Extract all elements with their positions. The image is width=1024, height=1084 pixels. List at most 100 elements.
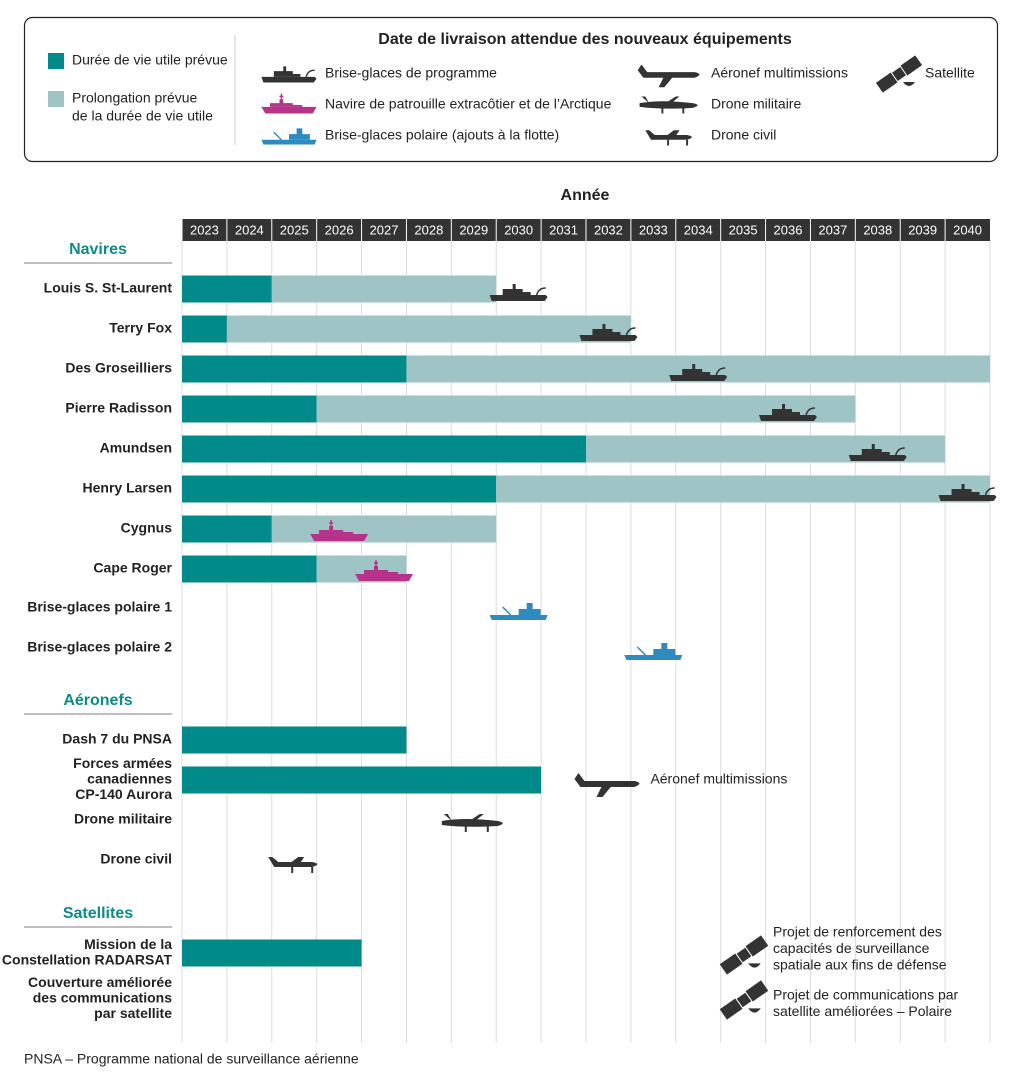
icon-deck [319,526,354,534]
icon-panel [900,55,923,76]
x-tick-label: 2031 [549,222,578,237]
year-cell [855,219,901,241]
icon-bow [715,367,726,376]
icon-bow [895,447,905,456]
icon-mast [374,560,378,566]
year-cell [675,219,721,241]
x-tick-label: 2028 [414,222,443,237]
delivery-icon [310,520,369,541]
year-cell [271,219,317,241]
row-label: Brise-glaces polaire 1 [27,599,172,615]
delivery-icon [645,130,692,146]
legend-box [23,16,999,163]
icon-body [637,64,700,78]
icon-deck [270,99,303,107]
row-label: Forces armées [73,755,172,771]
year-cell [586,219,631,241]
year-cell [945,219,990,241]
row-label: Des Groseilliers [65,360,172,376]
row-label: Pierre Radisson [65,400,172,416]
icon-deck [653,643,676,655]
section-header: Satellites [63,905,133,922]
icon-core [736,992,752,1008]
icon-dish [903,82,915,86]
extension-bar [496,475,990,503]
icon-crane [502,606,512,616]
delivery-icon [261,128,317,145]
delivery-icon [669,364,728,381]
delivery-icon [719,980,769,1020]
footnote: PNSA – Programme national de surveillanc… [24,1051,359,1067]
icon-panel [875,72,898,93]
icon-mast [279,93,284,100]
legend-label: Drone militaire [711,96,801,112]
legend-label: Drone civil [711,127,776,143]
icon-panel [719,953,743,975]
icon-deck [861,444,890,455]
x-tick-label: 2032 [594,222,623,237]
x-tick-label: 2040 [953,222,982,237]
icon-hull [310,534,369,541]
delivery-icon [355,560,413,581]
delivery-icon [579,324,638,341]
icon-dish [748,963,761,968]
icon-bow [805,407,816,416]
year-cell [226,219,272,241]
delivery-icon [489,284,548,301]
legend-swatch [48,53,64,69]
useful-life-bar [182,515,272,543]
useful-life-bar [182,726,407,754]
icon-hull [261,76,317,83]
delivery-icon [637,64,700,88]
icon-wing [658,75,674,88]
row-label: Henry Larsen [83,480,172,496]
x-tick-label: 2035 [729,222,758,237]
legend-label: Navire de patrouille extracôtier et de l… [325,96,612,112]
x-tick-label: 2027 [370,222,399,237]
note-text: capacités de surveillance [773,940,930,956]
icon-gear [661,107,685,114]
icon-panel [719,998,743,1020]
row-label: Constellation RADARSAT [2,951,173,967]
delivery-icon [261,93,317,114]
delivery-icon [268,857,318,873]
row-label: canadiennes [87,771,172,787]
delivery-icon [848,444,907,461]
icon-hull [489,615,548,620]
legend-label: Satellite [925,65,975,81]
x-tick-label: 2033 [639,222,668,237]
delivery-icon [938,484,997,501]
icon-deck [682,364,711,375]
row-label: Mission de la [84,936,172,952]
legend-label: Brise-glaces polaire (ajouts à la flotte… [325,127,559,143]
useful-life-bar [182,395,317,423]
icon-deck [951,484,980,495]
icon-hull [355,574,413,581]
icon-hull [261,106,317,114]
icon-hull [938,495,997,501]
row-label: Brise-glaces polaire 2 [27,639,172,655]
icon-gear [464,826,489,832]
row-label: Amundsen [100,440,172,456]
section-header: Navires [69,241,127,258]
useful-life-bar [182,275,272,303]
x-tick-label: 2029 [459,222,488,237]
icon-bow [305,69,315,78]
legend-label: Durée de vie utile prévue [72,52,228,68]
year-cell [316,219,362,241]
row-label: Drone civil [100,851,172,867]
delivery-icon [261,66,317,83]
delivery-icon [875,55,923,93]
icon-crane [636,646,646,656]
legend-label: de la durée de vie utile [72,108,213,124]
year-cell [630,219,676,241]
x-tick-label: 2036 [774,222,803,237]
icon-hull [848,455,907,461]
useful-life-bar [182,355,407,383]
icon-gear [291,867,314,873]
year-cell [451,219,497,241]
year-cell [810,219,856,241]
icon-gear [667,139,689,146]
useful-life-bar [182,435,586,463]
